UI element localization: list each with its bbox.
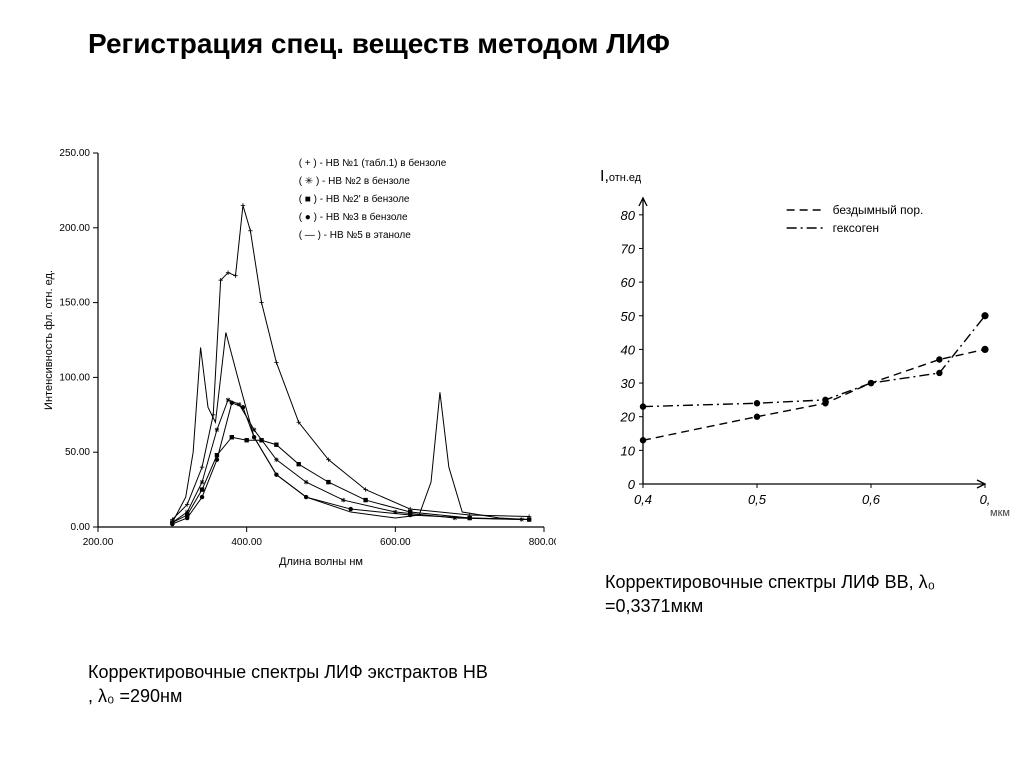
- svg-text:30: 30: [621, 376, 636, 391]
- right-chart-ylabel: I,отн.ед: [600, 168, 641, 186]
- svg-text:Длина волны нм: Длина волны нм: [279, 556, 363, 568]
- svg-text:( ● ) - НВ №3 в бензоле: ( ● ) - НВ №3 в бензоле: [299, 211, 408, 223]
- svg-text:( + ) - НВ №1 (табл.1) в бенз: ( + ) - НВ №1 (табл.1) в бензоле: [299, 157, 447, 169]
- svg-text:Интенсивность фл. отн. ед.: Интенсивность фл. отн. ед.: [43, 270, 55, 410]
- svg-text:50.00: 50.00: [65, 447, 90, 458]
- caption-right: Корректировочные спектры ЛИФ ВВ, λ₀ =0,3…: [605, 570, 985, 619]
- svg-text:0,: 0,: [980, 492, 991, 507]
- svg-text:250.00: 250.00: [59, 148, 90, 159]
- right-chart-ylabel-suffix: отн.ед: [609, 172, 641, 184]
- svg-text:10: 10: [621, 443, 636, 458]
- svg-text:( ■ ) - НВ №2' в бензоле: ( ■ ) - НВ №2' в бензоле: [299, 193, 410, 205]
- svg-text:0,4: 0,4: [634, 492, 652, 507]
- right-chart-xunit: мкм: [990, 507, 1010, 519]
- svg-text:80: 80: [621, 208, 636, 223]
- svg-text:100.00: 100.00: [59, 372, 90, 383]
- svg-text:800.00: 800.00: [529, 537, 556, 548]
- svg-text:0: 0: [628, 477, 636, 492]
- svg-text:0,6: 0,6: [862, 492, 881, 507]
- left-spectra-chart: 0.00 50.00 100.00 150.00 200.00 250.00 200.00 4…: [36, 145, 556, 575]
- right-calibration-chart: 0 10 20 30 40 50 60 70 80 0,4 0,5 0,6 0, бездымный по…: [595, 188, 995, 518]
- svg-text:0.00: 0.00: [71, 522, 91, 533]
- caption-left: Корректировочные спектры ЛИФ экстрактов …: [88, 660, 488, 709]
- right-chart-ylabel-prefix: I,: [600, 168, 609, 185]
- svg-text:60: 60: [621, 275, 636, 290]
- svg-text:( — ) - НВ №5 в этаноле: ( — ) - НВ №5 в этаноле: [299, 230, 412, 241]
- page-title: Регистрация спец. веществ методом ЛИФ: [88, 28, 670, 60]
- svg-text:70: 70: [621, 241, 636, 256]
- svg-text:гексоген: гексоген: [833, 221, 879, 235]
- svg-text:40: 40: [621, 342, 636, 357]
- svg-text:бездымный пор.: бездымный пор.: [833, 203, 924, 217]
- svg-text:0,5: 0,5: [748, 492, 767, 507]
- svg-text:400.00: 400.00: [231, 537, 262, 548]
- svg-text:50: 50: [621, 309, 636, 324]
- svg-text:20: 20: [620, 410, 636, 425]
- svg-text:200.00: 200.00: [59, 223, 90, 234]
- svg-text:600.00: 600.00: [380, 537, 411, 548]
- svg-text:200.00: 200.00: [83, 537, 114, 548]
- svg-text:150.00: 150.00: [59, 298, 90, 309]
- svg-text:( ✳ ) - НВ №2 в бензоле: ( ✳ ) - НВ №2 в бензоле: [299, 175, 411, 187]
